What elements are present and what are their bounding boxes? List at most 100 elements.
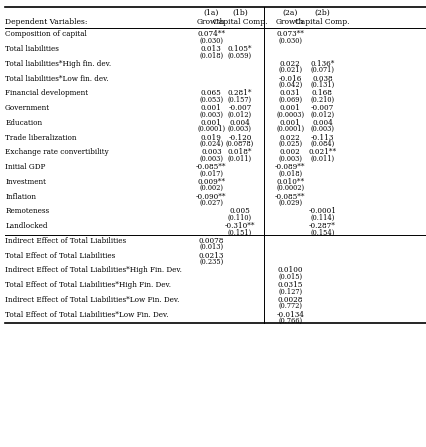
Text: (0.069): (0.069) — [278, 96, 302, 104]
Text: Indirect Effect of Total Liabilities*High Fin. Dev.: Indirect Effect of Total Liabilities*Hig… — [5, 266, 181, 274]
Text: Composition of capital: Composition of capital — [5, 30, 87, 38]
Text: (0.030): (0.030) — [199, 37, 223, 45]
Text: 0.002: 0.002 — [279, 148, 300, 156]
Text: 0.0028: 0.0028 — [277, 296, 302, 304]
Text: 0.001: 0.001 — [201, 104, 221, 112]
Text: (0.003): (0.003) — [199, 155, 223, 163]
Text: Total Effect of Total Liabilities: Total Effect of Total Liabilities — [5, 252, 115, 260]
Text: 0.001: 0.001 — [279, 104, 300, 112]
Text: (0.003): (0.003) — [227, 125, 251, 133]
Text: (0.003): (0.003) — [199, 110, 223, 118]
Text: 0.001: 0.001 — [279, 119, 300, 127]
Text: Trade liberalization: Trade liberalization — [5, 134, 76, 142]
Text: (0.131): (0.131) — [310, 81, 334, 89]
Text: (0.114): (0.114) — [309, 214, 334, 222]
Text: 0.001: 0.001 — [201, 119, 221, 127]
Text: Financial development: Financial development — [5, 89, 88, 97]
Text: Total Effect of Total Liabilities*High Fin. Dev.: Total Effect of Total Liabilities*High F… — [5, 281, 171, 289]
Text: 0.022: 0.022 — [279, 134, 300, 142]
Text: Inflation: Inflation — [5, 193, 36, 201]
Text: (0.154): (0.154) — [309, 228, 334, 236]
Text: (0.021): (0.021) — [278, 66, 302, 74]
Text: 0.136*: 0.136* — [309, 60, 334, 68]
Text: (0.0003): (0.0003) — [276, 110, 304, 118]
Text: (0.030): (0.030) — [278, 37, 302, 45]
Text: (0.127): (0.127) — [278, 287, 302, 295]
Text: (0.011): (0.011) — [227, 155, 251, 163]
Text: (0.0878): (0.0878) — [225, 140, 253, 148]
Text: (0.157): (0.157) — [227, 96, 251, 104]
Text: (0.071): (0.071) — [310, 66, 334, 74]
Text: (0.018): (0.018) — [199, 51, 223, 59]
Text: -0.0001: -0.0001 — [308, 207, 336, 215]
Text: 0.0078: 0.0078 — [198, 237, 224, 245]
Text: (0.002): (0.002) — [199, 184, 223, 192]
Text: (0.012): (0.012) — [227, 110, 251, 118]
Text: Total liabilities: Total liabilities — [5, 45, 59, 53]
Text: (0.018): (0.018) — [278, 169, 302, 177]
Text: -0.085**: -0.085** — [196, 163, 226, 171]
Text: -0.085**: -0.085** — [274, 193, 305, 201]
Text: -0.090**: -0.090** — [196, 193, 226, 201]
Text: Growth: Growth — [197, 18, 225, 26]
Text: -0.016: -0.016 — [278, 75, 301, 83]
Text: 0.003: 0.003 — [201, 148, 221, 156]
Text: Education: Education — [5, 119, 42, 127]
Text: Capital Comp.: Capital Comp. — [212, 18, 267, 26]
Text: (0.766): (0.766) — [278, 317, 302, 325]
Text: 0.031: 0.031 — [279, 89, 300, 97]
Text: Indirect Effect of Total Liabilities: Indirect Effect of Total Liabilities — [5, 237, 126, 245]
Text: 0.005: 0.005 — [229, 207, 250, 215]
Text: (2b): (2b) — [314, 8, 329, 17]
Text: 0.065: 0.065 — [201, 89, 221, 97]
Text: 0.038: 0.038 — [311, 75, 332, 83]
Text: 0.010**: 0.010** — [276, 178, 304, 186]
Text: Remoteness: Remoteness — [5, 207, 49, 215]
Text: -0.287*: -0.287* — [308, 222, 335, 230]
Text: (0.042): (0.042) — [278, 81, 302, 89]
Text: 0.0100: 0.0100 — [277, 266, 302, 274]
Text: (0.0002): (0.0002) — [276, 184, 304, 192]
Text: (0.003): (0.003) — [278, 155, 302, 163]
Text: (0.015): (0.015) — [278, 273, 302, 281]
Text: 0.073**: 0.073** — [276, 30, 304, 38]
Text: Investment: Investment — [5, 178, 46, 186]
Text: -0.113: -0.113 — [310, 134, 333, 142]
Text: -0.120: -0.120 — [228, 134, 251, 142]
Text: (2a): (2a) — [282, 8, 297, 17]
Text: (0.084): (0.084) — [310, 140, 334, 148]
Text: (0.151): (0.151) — [227, 228, 251, 236]
Text: 0.168: 0.168 — [311, 89, 332, 97]
Text: (0.017): (0.017) — [199, 169, 223, 177]
Text: (0.059): (0.059) — [227, 51, 251, 59]
Text: 0.0315: 0.0315 — [277, 281, 302, 289]
Text: (0.012): (0.012) — [310, 110, 334, 118]
Text: Growth: Growth — [276, 18, 304, 26]
Text: Indirect Effect of Total Liabilities*Low Fin. Dev.: Indirect Effect of Total Liabilities*Low… — [5, 296, 179, 304]
Text: 0.022: 0.022 — [279, 60, 300, 68]
Text: (0.029): (0.029) — [278, 199, 302, 207]
Text: (0.011): (0.011) — [310, 155, 334, 163]
Text: Capital Comp.: Capital Comp. — [294, 18, 349, 26]
Text: (1a): (1a) — [203, 8, 219, 17]
Text: (0.772): (0.772) — [278, 302, 302, 310]
Text: (1b): (1b) — [232, 8, 247, 17]
Text: 0.019: 0.019 — [201, 134, 221, 142]
Text: Total liabilities*High fin. dev.: Total liabilities*High fin. dev. — [5, 60, 111, 68]
Text: -0.007: -0.007 — [228, 104, 251, 112]
Text: (0.027): (0.027) — [199, 199, 223, 207]
Text: Initial GDP: Initial GDP — [5, 163, 46, 171]
Text: Total liabilities*Low fin. dev.: Total liabilities*Low fin. dev. — [5, 75, 109, 83]
Text: (0.025): (0.025) — [278, 140, 302, 148]
Text: (0.003): (0.003) — [310, 125, 334, 133]
Text: 0.004: 0.004 — [311, 119, 332, 127]
Text: -0.310**: -0.310** — [224, 222, 255, 230]
Text: 0.013: 0.013 — [201, 45, 221, 53]
Text: 0.021**: 0.021** — [308, 148, 336, 156]
Text: 0.105*: 0.105* — [227, 45, 252, 53]
Text: 0.281*: 0.281* — [227, 89, 252, 97]
Text: Exchange rate convertibility: Exchange rate convertibility — [5, 148, 109, 156]
Text: (0.024): (0.024) — [199, 140, 223, 148]
Text: Government: Government — [5, 104, 50, 112]
Text: Dependent Variables:: Dependent Variables: — [5, 18, 87, 26]
